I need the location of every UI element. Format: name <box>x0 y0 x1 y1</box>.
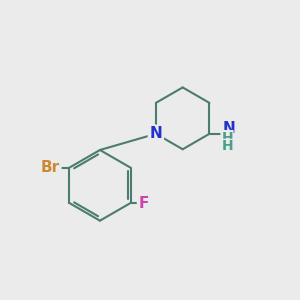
Text: Br: Br <box>40 160 60 175</box>
Text: N: N <box>222 121 235 136</box>
Text: F: F <box>139 196 149 211</box>
Text: N: N <box>149 126 162 141</box>
Text: H: H <box>221 140 233 154</box>
Text: H: H <box>221 130 233 145</box>
